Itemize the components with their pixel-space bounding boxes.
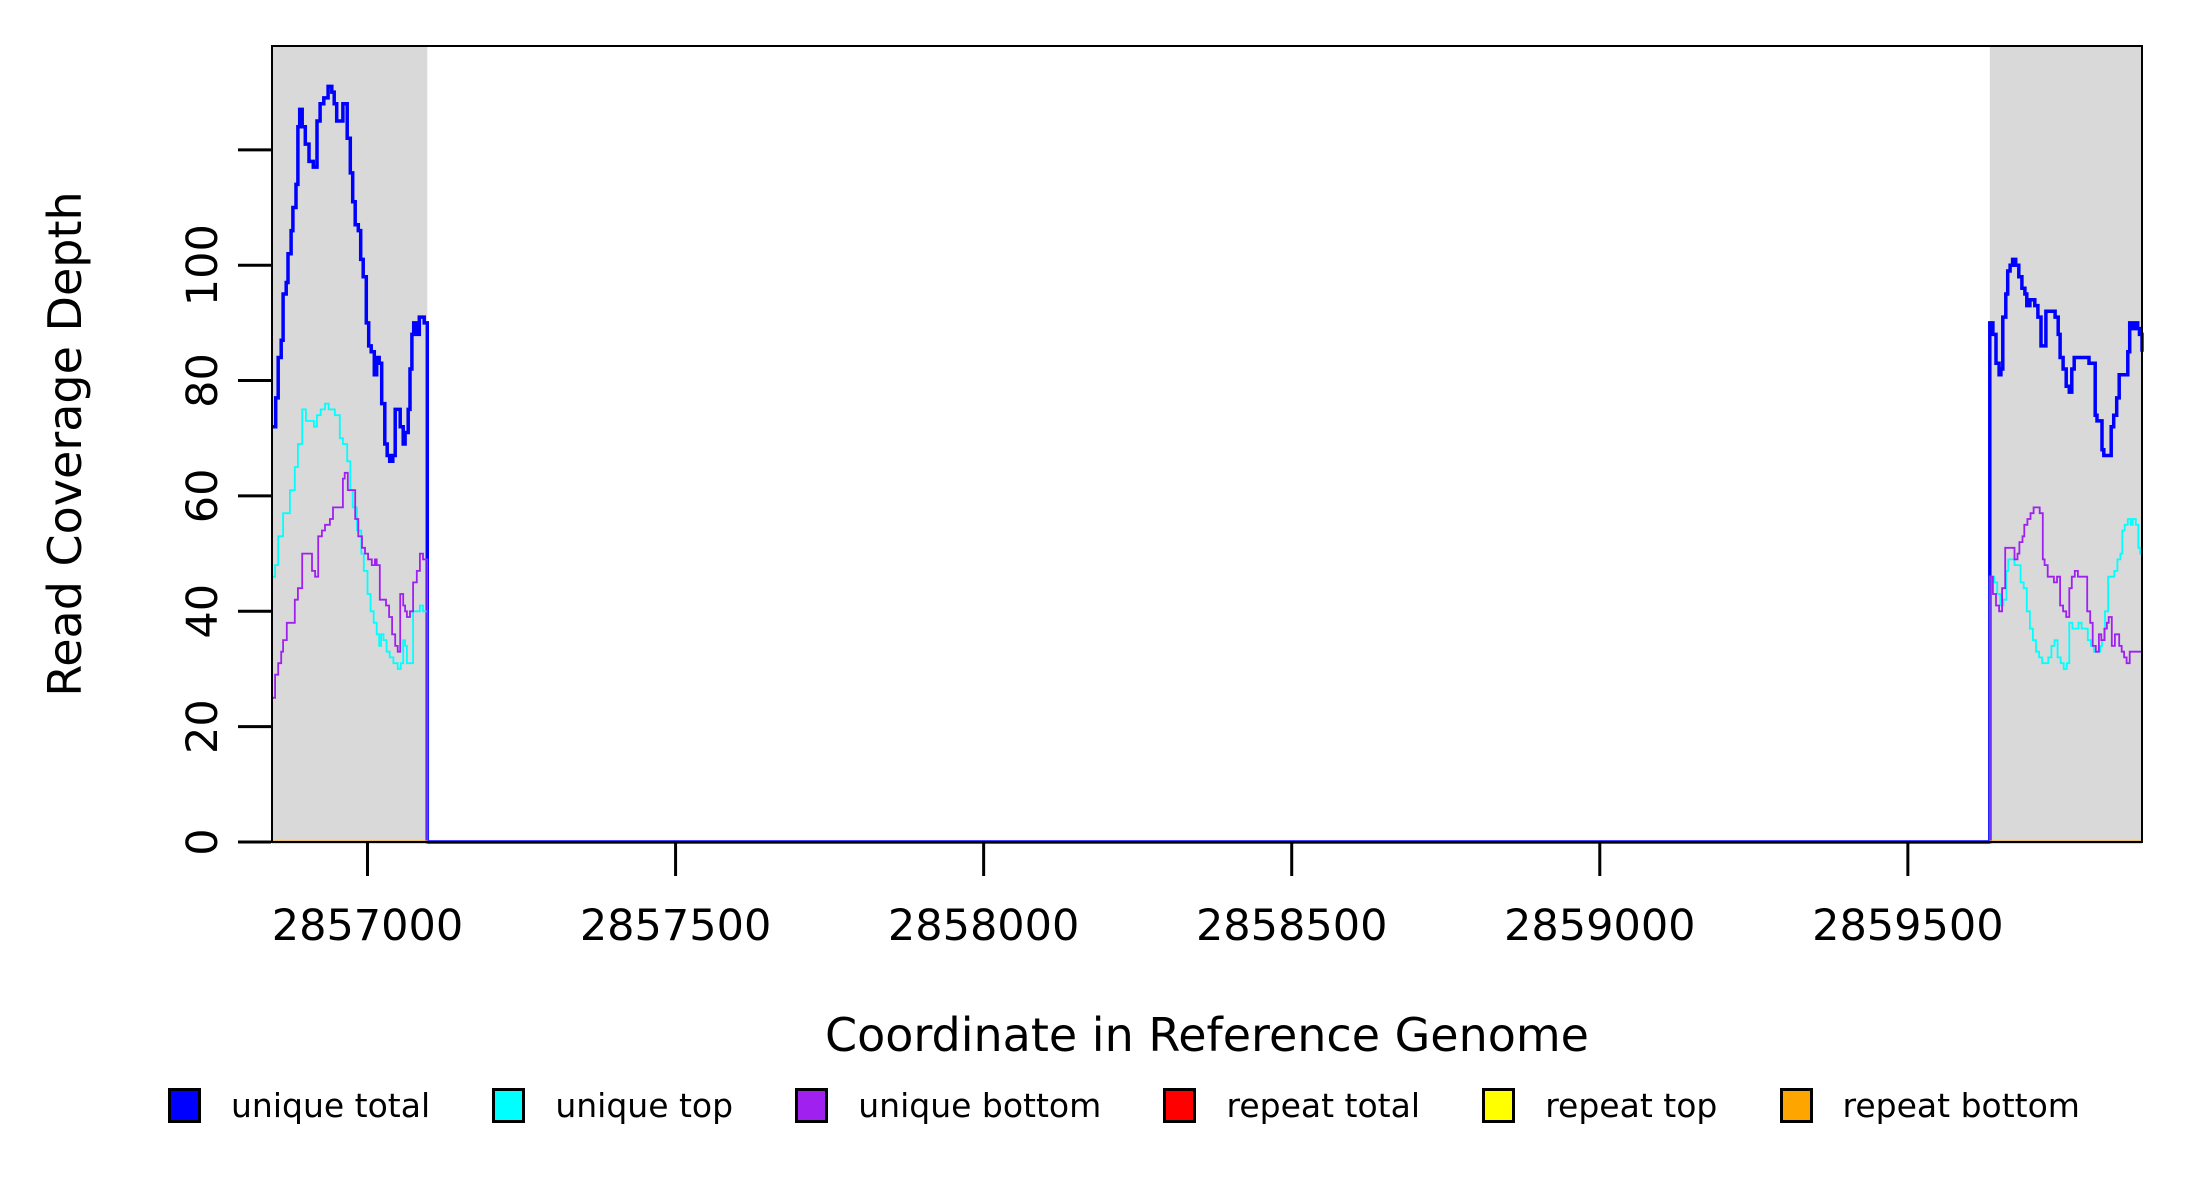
y-axis-title: Read Coverage Depth	[38, 191, 92, 697]
x-tick-label: 2857500	[580, 901, 772, 951]
legend-item-repeat-total: repeat total	[1163, 1086, 1420, 1125]
legend-swatch-icon	[1779, 1088, 1813, 1123]
plot-canvas: 2857000 2857500 2858000 2858500 2859000 28595…	[178, 45, 2144, 951]
legend-swatch-icon	[795, 1088, 829, 1123]
legend-item-repeat-bottom: repeat bottom	[1779, 1086, 2080, 1125]
x-tick-label: 2857000	[272, 901, 464, 951]
y-tick-label: 20	[178, 699, 228, 754]
x-tick-label: 2858500	[1196, 901, 1388, 951]
legend-item-unique-bottom: unique bottom	[795, 1086, 1101, 1125]
legend-label: repeat bottom	[1842, 1086, 2080, 1125]
y-tick-label: 80	[178, 353, 228, 408]
shaded-region-right	[1989, 46, 2142, 842]
x-tick-label: 2858000	[888, 901, 1080, 951]
x-axis-title: Coordinate in Reference Genome	[825, 1008, 1589, 1062]
legend-label: repeat total	[1226, 1086, 1420, 1125]
legend-item-repeat-top: repeat top	[1482, 1086, 1717, 1125]
legend: unique total unique top unique bottom repea…	[168, 1086, 2080, 1125]
legend-item-unique-top: unique top	[492, 1086, 733, 1125]
legend-swatch-icon	[168, 1088, 201, 1123]
legend-item-unique-total: unique total	[168, 1086, 430, 1125]
series-unique-top-line	[272, 402, 2143, 843]
plot-box	[271, 45, 2143, 843]
legend-label: unique total	[231, 1086, 431, 1125]
legend-swatch-icon	[1163, 1088, 1197, 1123]
x-tick-label: 2859000	[1504, 901, 1696, 951]
legend-label: unique top	[555, 1086, 734, 1125]
legend-label: unique bottom	[858, 1086, 1102, 1125]
legend-label: repeat top	[1545, 1086, 1718, 1125]
x-tick-label: 2859500	[1812, 901, 2004, 951]
y-tick-label: 60	[178, 469, 228, 524]
series-unique-bottom-line	[272, 471, 2142, 843]
y-tick-label: 0	[178, 828, 228, 855]
y-tick-label: 100	[178, 224, 228, 306]
legend-swatch-icon	[492, 1088, 526, 1123]
series-unique-total-line	[272, 84, 2144, 844]
legend-swatch-icon	[1482, 1088, 1516, 1123]
y-tick-label: 40	[178, 584, 228, 639]
